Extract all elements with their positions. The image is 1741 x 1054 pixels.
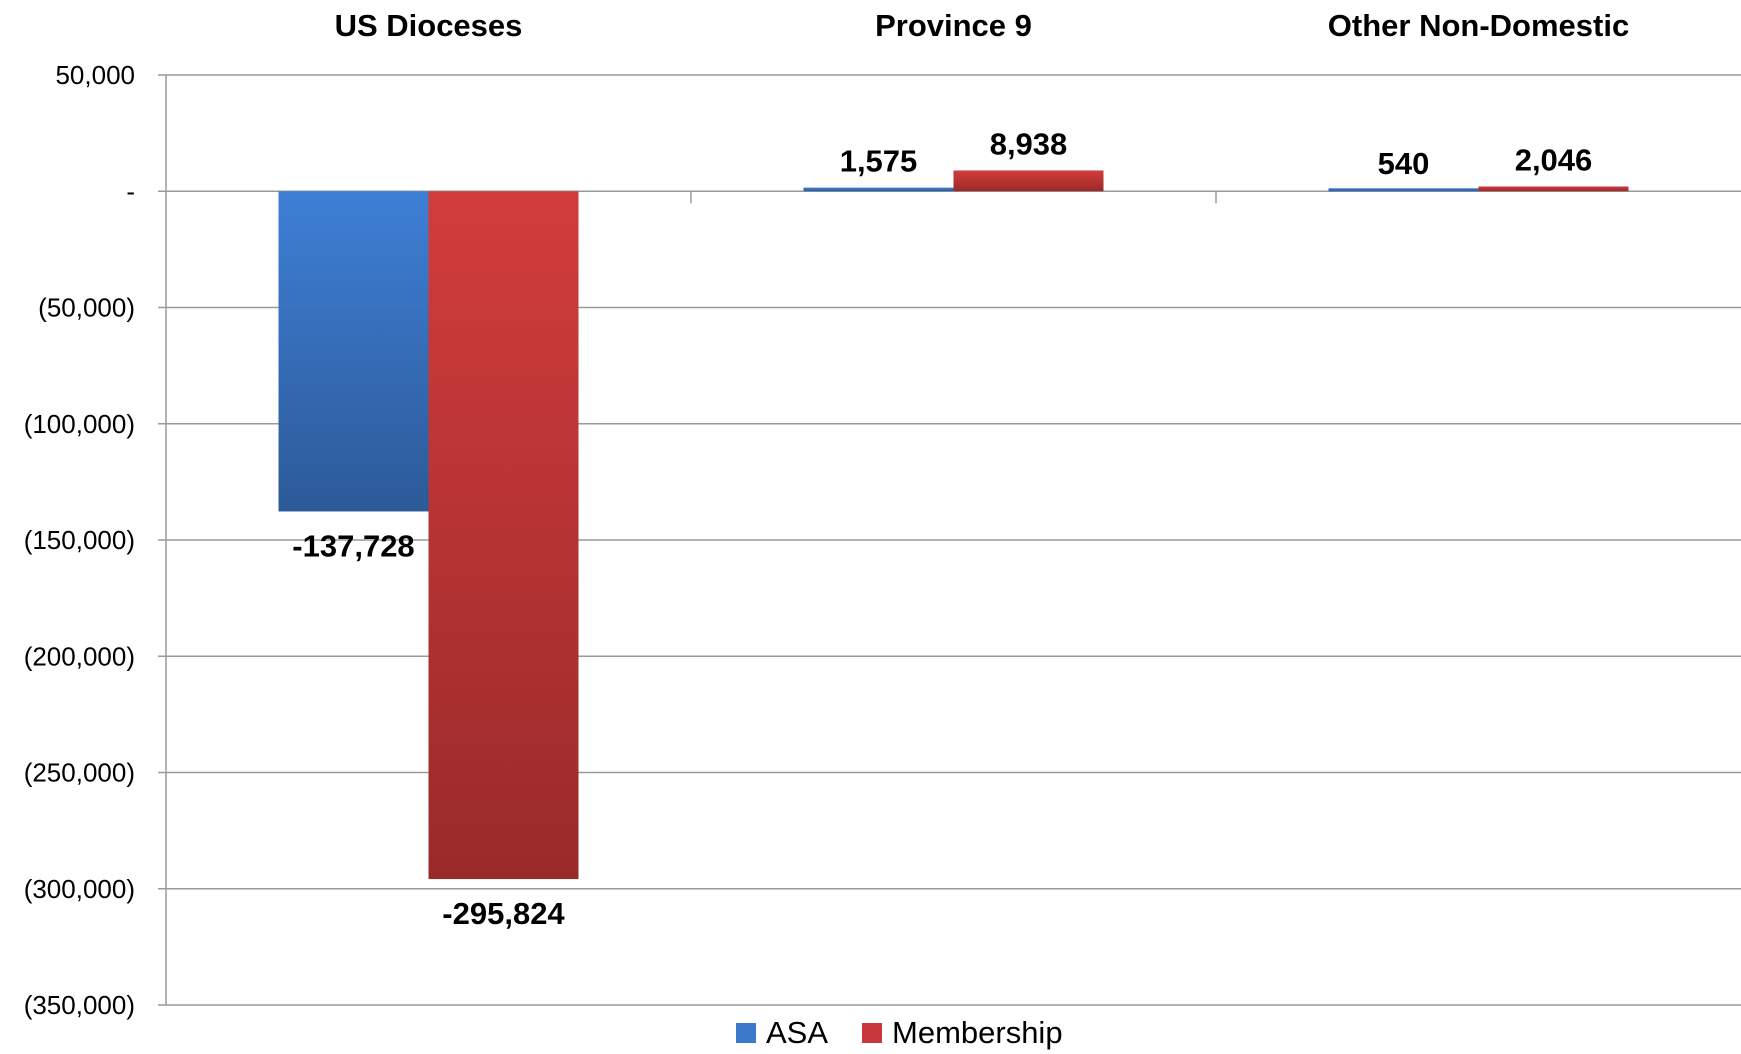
bar-membership	[1478, 186, 1629, 192]
category-labels: US Dioceses Province 9 Other Non-Domestic	[335, 8, 1630, 43]
category-label: Province 9	[875, 8, 1032, 43]
legend: ASA Membership	[736, 1015, 1063, 1050]
y-tick-label: (300,000)	[24, 874, 135, 904]
y-tick-label: (350,000)	[24, 990, 135, 1020]
bar-membership	[428, 191, 579, 880]
data-label: -137,728	[292, 528, 414, 563]
category-label: Other Non-Domestic	[1328, 8, 1629, 43]
y-tick-label: (100,000)	[24, 409, 135, 439]
legend-swatch-asa	[736, 1023, 756, 1043]
data-label: 1,575	[840, 144, 918, 179]
data-labels: -137,728 1,575 540 -295,824 8,938 2,046	[292, 126, 1592, 931]
y-tick-label: (250,000)	[24, 758, 135, 788]
bar-membership	[953, 170, 1104, 192]
bar-asa	[1328, 188, 1479, 192]
legend-swatch-membership	[862, 1023, 882, 1043]
data-label: 540	[1378, 146, 1430, 181]
data-label: 8,938	[990, 126, 1068, 161]
bar-asa	[803, 187, 954, 192]
bar-asa	[278, 191, 429, 512]
y-tick-label: (200,000)	[24, 641, 135, 671]
legend-label: ASA	[766, 1015, 828, 1050]
y-tick-label: -	[126, 176, 135, 206]
bars	[278, 170, 1629, 880]
y-axis: 50,000 - (50,000) (100,000) (150,000) (200,00…	[24, 60, 1217, 1020]
legend-label: Membership	[892, 1015, 1063, 1050]
category-label: US Dioceses	[335, 8, 523, 43]
data-label: 2,046	[1515, 142, 1593, 177]
y-tick-label: (50,000)	[38, 293, 135, 323]
data-label: -295,824	[442, 896, 565, 931]
y-tick-label: (150,000)	[24, 525, 135, 555]
y-tick-label: 50,000	[55, 60, 135, 90]
